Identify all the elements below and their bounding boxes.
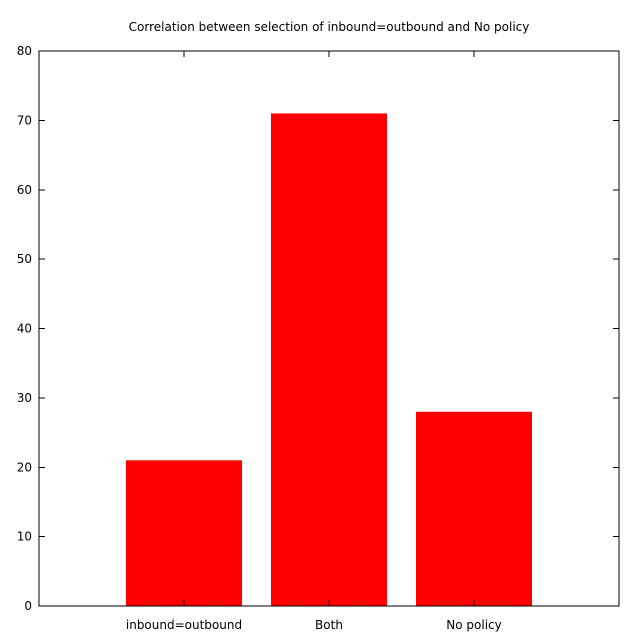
x-tick-label: No policy [446, 618, 501, 632]
y-tick-label: 0 [24, 599, 32, 613]
y-tick-label: 60 [17, 183, 32, 197]
plot-area: 0 10 20 30 40 50 60 70 80 inbound=outbound Both No … [17, 44, 620, 632]
y-tick-label: 10 [17, 530, 32, 544]
x-tick-label: Both [315, 618, 343, 632]
chart-title: Correlation between selection of inbound… [129, 20, 530, 34]
bar-no-policy [416, 411, 532, 606]
bar-both [271, 113, 387, 606]
x-tick-label: inbound=outbound [126, 618, 242, 632]
y-tick-label: 70 [17, 113, 32, 127]
y-tick-label: 30 [17, 391, 32, 405]
y-tick-label: 50 [17, 252, 32, 266]
y-tick-label: 80 [17, 44, 32, 58]
y-tick-label: 20 [17, 460, 32, 474]
y-tick-label: 40 [17, 322, 32, 336]
bar-inbound-outbound [126, 460, 242, 606]
